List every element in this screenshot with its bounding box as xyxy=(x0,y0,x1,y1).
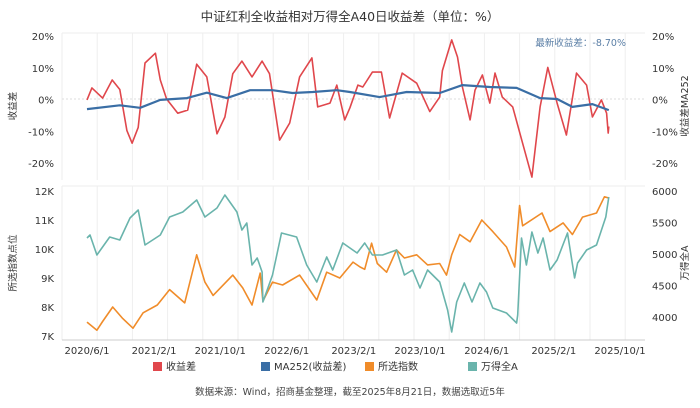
x-ticks: 2020/6/1 2021/2/1 2021/10/1 2022/6/1 2023/2/… xyxy=(65,346,646,357)
y-tick-label: 0% xyxy=(38,96,54,107)
y-tick-label: 5000 xyxy=(652,250,677,261)
bottom-left-y-ticks: 12K 11K 10K 9K 8K 7K xyxy=(35,187,55,343)
y-tick-label: 9K xyxy=(41,274,54,285)
legend-label: MA252(收益差) xyxy=(274,360,346,373)
legend-item-selected-index[interactable]: 所选指数 xyxy=(365,360,418,373)
top-right-axis-title: 收益差MA252 xyxy=(679,75,691,136)
y-tick-label: -10% xyxy=(28,127,54,138)
y-tick-label: -20% xyxy=(652,159,678,170)
x-tick-label: 2023/2/1 xyxy=(331,346,376,357)
x-tick-label: 2021/10/1 xyxy=(195,346,246,357)
y-tick-label: -20% xyxy=(28,159,54,170)
legend-label: 所选指数 xyxy=(378,360,418,373)
top-right-y-ticks: 20% 10% 0% -10% -20% xyxy=(652,32,678,170)
legend-label: 收益差 xyxy=(166,360,196,373)
top-left-y-ticks: 20% 10% 0% -10% -20% xyxy=(28,32,54,170)
y-tick-label: 4000 xyxy=(652,313,677,324)
y-tick-label: 10% xyxy=(32,64,54,75)
x-tick-label: 2021/2/1 xyxy=(132,346,177,357)
legend-swatch xyxy=(153,362,162,371)
y-tick-label: 5500 xyxy=(652,219,677,230)
bottom-right-y-ticks: 6000 5500 5000 4500 4000 xyxy=(652,187,677,324)
legend-swatch xyxy=(468,362,477,371)
series-lines xyxy=(86,39,610,333)
x-tick-label: 2020/6/1 xyxy=(65,346,110,357)
spread-line xyxy=(86,39,610,178)
ma252-line xyxy=(86,84,610,112)
x-tick-label: 2025/10/1 xyxy=(594,346,645,357)
y-tick-label: 11K xyxy=(35,216,55,227)
y-tick-label: 4500 xyxy=(652,282,677,293)
legend-swatch xyxy=(261,362,270,371)
y-tick-label: 7K xyxy=(41,332,54,343)
y-tick-label: 8K xyxy=(41,303,54,314)
legend-item-spread[interactable]: 收益差 xyxy=(153,360,196,373)
x-tick-label: 2022/6/1 xyxy=(264,346,309,357)
legend: 收益差 MA252(收益差) 所选指数 万得全A xyxy=(153,360,518,373)
wind-all-a-line xyxy=(86,194,610,333)
y-tick-label: 10K xyxy=(35,245,55,256)
y-tick-label: 10% xyxy=(652,64,674,75)
latest-spread-annotation: 最新收益差：-8.70% xyxy=(535,37,626,49)
y-tick-label: 6000 xyxy=(652,187,677,198)
bottom-left-axis-title: 所选指数点位 xyxy=(7,234,19,292)
source-note: 数据来源：Wind，招商基金整理，截至2025年8月21日，数据选取近5年 xyxy=(195,386,505,398)
bottom-right-axis-title: 万得全A xyxy=(679,245,691,281)
chart-title: 中证红利全收益相对万得全A40日收益差（单位：%） xyxy=(201,9,500,24)
legend-item-wind-all-a[interactable]: 万得全A xyxy=(468,360,518,373)
y-tick-label: 20% xyxy=(652,32,674,43)
y-tick-label: 0% xyxy=(652,96,668,107)
grid-lines xyxy=(61,33,626,340)
legend-label: 万得全A xyxy=(481,360,518,373)
y-tick-label: 12K xyxy=(35,187,55,198)
y-tick-label: 20% xyxy=(32,32,54,43)
top-left-axis-title: 收益差 xyxy=(7,92,19,121)
legend-swatch xyxy=(365,362,374,371)
legend-item-ma252[interactable]: MA252(收益差) xyxy=(261,360,346,373)
x-tick-label: 2024/6/1 xyxy=(464,346,509,357)
y-tick-label: -10% xyxy=(652,127,678,138)
selected-index-line xyxy=(86,196,610,331)
x-tick-label: 2023/10/1 xyxy=(394,346,445,357)
x-tick-label: 2025/2/1 xyxy=(531,346,576,357)
